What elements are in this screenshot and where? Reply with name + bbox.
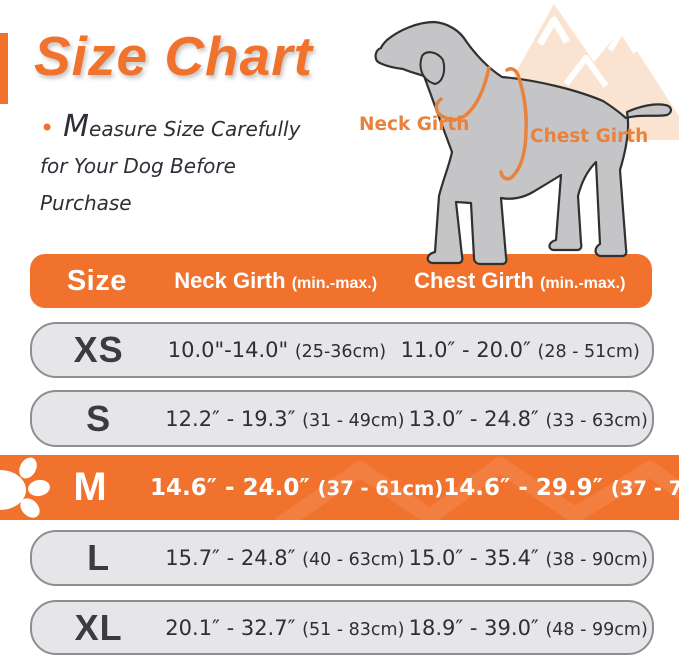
neck-girth-label: Neck Girth [359, 114, 469, 135]
chest-inches: 14.6″ - 29.9″ [443, 474, 603, 501]
table-row-s: S 12.2″ - 19.3″ (31 - 49cm) 13.0″ - 24.8… [30, 390, 654, 447]
note-line-1-text: easure Size Carefully [89, 117, 301, 141]
chest-inches: 11.0″ - 20.0″ [400, 338, 531, 362]
chest-inches: 13.0″ - 24.8″ [408, 406, 539, 431]
chest-girth-label: Chest Girth [530, 126, 648, 147]
chest-inches: 18.9″ - 39.0″ [408, 615, 539, 640]
header-size: Size [66, 264, 127, 297]
table-row-xl: XL 20.1″ - 32.7″ (51 - 83cm) 18.9″ - 39.… [30, 600, 654, 655]
note-lead-cap: M [63, 109, 90, 144]
measure-note: • Measure Size Carefully for Your Dog Bef… [40, 108, 340, 222]
neck-girth-value: 14.6″ - 24.0″ (37 - 61cm) [150, 475, 443, 501]
dog-measurement-diagram: Neck Girth Chest Girth [359, 20, 672, 266]
m-row-watermark [275, 457, 679, 520]
header-neck-unit: (min.-max.) [291, 275, 378, 292]
chest-inches: 15.0″ - 35.4″ [408, 546, 539, 570]
neck-inches: 10.0"-14.0" [167, 338, 289, 362]
neck-girth-value: 15.7″ - 24.8″ (40 - 63cm) [165, 546, 404, 570]
size-label: XS [73, 329, 124, 370]
header-neck-girth: Neck Girth (min.-max.) [164, 268, 388, 294]
neck-girth-value: 20.1″ - 32.7″ (51 - 83cm) [165, 616, 404, 640]
neck-inches: 12.2″ - 19.3″ [165, 406, 296, 431]
table-row-xs: XS 10.0"-14.0" (25-36cm) 11.0″ - 20.0″ (… [30, 322, 654, 378]
chest-girth-value: 18.9″ - 39.0″ (48 - 99cm) [404, 616, 652, 640]
note-line-1: • Measure Size Carefully [40, 108, 340, 148]
header-neck-girth-text: Neck Girth [174, 268, 286, 293]
neck-girth-value: 12.2″ - 19.3″ (31 - 49cm) [165, 407, 404, 431]
note-line-2: for Your Dog Before [40, 154, 236, 178]
chest-girth-value: 11.0″ - 20.0″ (28 - 51cm) [388, 338, 652, 362]
neck-cm: (40 - 63cm) [302, 550, 405, 570]
neck-girth-value: 10.0"-14.0" (25-36cm) [165, 338, 388, 362]
size-label: L [87, 537, 111, 578]
size-label: XL [74, 606, 123, 648]
paw-icon [0, 457, 50, 518]
chest-girth-value: 14.6″ - 29.9″ (37 - 76cm) [443, 475, 679, 501]
header-chest-girth-text: Chest Girth [414, 268, 534, 293]
neck-cm: (25-36cm) [294, 342, 387, 362]
chest-cm: (28 - 51cm) [537, 342, 640, 362]
page-title: Size Chart [34, 25, 313, 87]
chest-cm: (38 - 90cm) [545, 550, 648, 570]
bullet-icon: • [40, 114, 55, 142]
title-accent-bar [0, 33, 8, 104]
table-header-row: Size Neck Girth (min.-max.) Chest Girth … [30, 254, 652, 308]
size-label: M [73, 465, 107, 509]
table-row-l: L 15.7″ - 24.8″ (40 - 63cm) 15.0″ - 35.4… [30, 530, 654, 586]
dog-silhouette [374, 20, 672, 266]
chest-girth-arc [499, 67, 528, 181]
dog-ear [419, 51, 446, 85]
chest-girth-value: 15.0″ - 35.4″ (38 - 90cm) [404, 546, 652, 570]
neck-inches: 14.6″ - 24.0″ [150, 474, 310, 501]
neck-cm: (37 - 61cm) [317, 476, 444, 500]
neck-cm: (31 - 49cm) [302, 410, 405, 431]
neck-inches: 15.7″ - 24.8″ [165, 546, 296, 570]
chest-cm: (37 - 76cm) [610, 476, 679, 500]
note-line-3: Purchase [40, 191, 132, 215]
chest-girth-value: 13.0″ - 24.8″ (33 - 63cm) [404, 407, 652, 431]
neck-girth-arc [434, 66, 491, 122]
header-chest-girth: Chest Girth (min.-max.) [388, 268, 652, 294]
neck-cm: (51 - 83cm) [302, 619, 405, 640]
size-label: S [86, 397, 112, 439]
neck-inches: 20.1″ - 32.7″ [165, 615, 296, 640]
chest-cm: (48 - 99cm) [545, 619, 648, 640]
chest-cm: (33 - 63cm) [545, 410, 648, 431]
table-row-m-highlighted: M 14.6″ - 24.0″ (37 - 61cm) 14.6″ - 29.9… [0, 455, 679, 520]
header-chest-unit: (min.-max.) [540, 275, 626, 292]
